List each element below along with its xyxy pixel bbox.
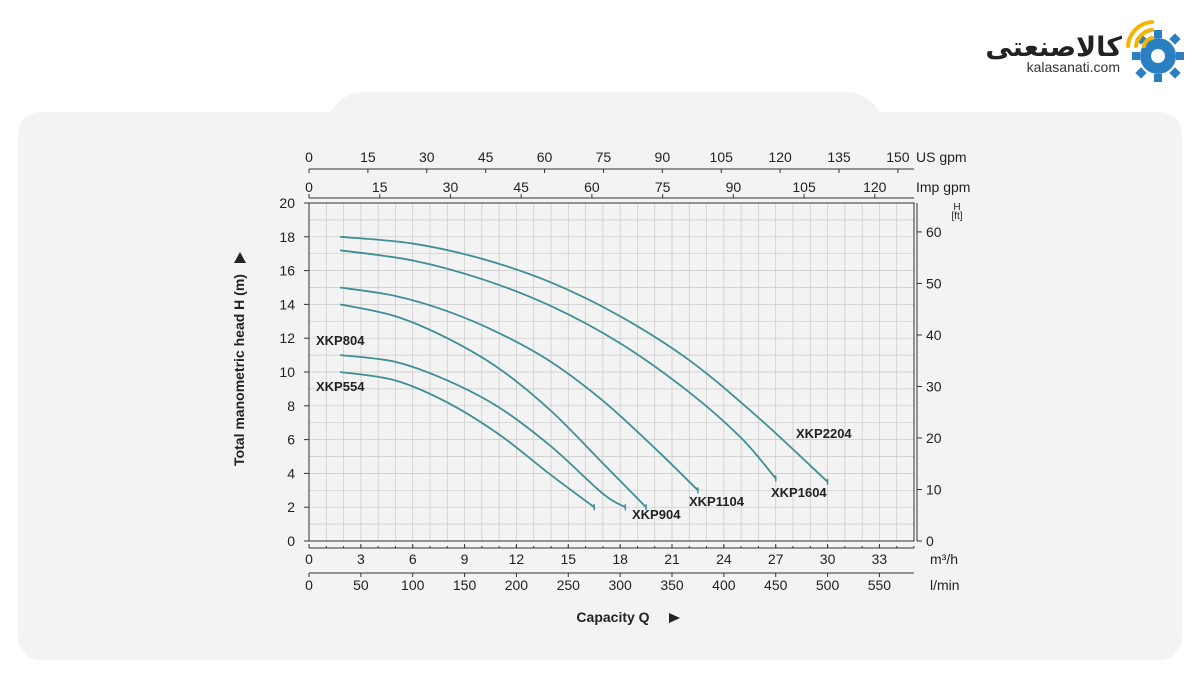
us-gpm-tick-label: 15 (360, 149, 376, 165)
series-curve-xkp2204 (340, 235, 829, 483)
imp-gpm-tick-label: 90 (726, 179, 742, 195)
lmin-tick-label: 100 (401, 577, 425, 593)
series-curve-xkp554 (339, 371, 595, 508)
us-gpm-tick-label: 30 (419, 149, 435, 165)
chart-series (339, 235, 829, 511)
y-tick-label: 14 (279, 296, 295, 312)
x-tick-label: 24 (716, 551, 732, 567)
series-label-xkp1104: XKP1104 (689, 494, 745, 509)
ft-tick-label: 30 (926, 378, 942, 394)
ft-unit-top: H (953, 202, 960, 213)
lmin-tick-label: 350 (660, 577, 684, 593)
series-curve-xkp1104 (339, 286, 699, 491)
imp-gpm-tick-label: 120 (863, 179, 887, 195)
m3h-unit: m³/h (930, 551, 958, 567)
lmin-tick-label: 300 (608, 577, 632, 593)
y-tick-label: 4 (287, 465, 295, 481)
us-gpm-tick-label: 120 (768, 149, 792, 165)
us-gpm-tick-label: 90 (655, 149, 671, 165)
series-curve-xkp904 (339, 303, 647, 508)
x-tick-label: 3 (357, 551, 365, 567)
lmin-unit: l/min (930, 577, 960, 593)
imp-gpm-tick-label: 105 (792, 179, 816, 195)
imp-gpm-tick-label: 0 (305, 179, 313, 195)
ft-tick-label: 60 (926, 224, 942, 240)
us-gpm-tick-label: 0 (305, 149, 313, 165)
x-tick-label: 12 (509, 551, 525, 567)
lmin-tick-label: 550 (868, 577, 892, 593)
series-label-xkp554: XKP554 (316, 379, 365, 394)
series-label-xkp1604: XKP1604 (771, 485, 827, 500)
gear-signal-icon (1126, 20, 1184, 82)
x-tick-label: 30 (820, 551, 836, 567)
lmin-tick-label: 0 (305, 577, 313, 593)
y-tick-label: 2 (287, 499, 295, 515)
chart-axes: 0 3 6 9 12 15 18 21 24 27 30 330 50 100 150 200 250 300 35… (279, 149, 941, 593)
x-tick-label: 0 (305, 551, 313, 567)
x-tick-label: 6 (409, 551, 417, 567)
lmin-tick-label: 200 (505, 577, 529, 593)
ft-tick-label: 10 (926, 481, 942, 497)
us-gpm-tick-label: 150 (886, 149, 910, 165)
y-tick-label: 18 (279, 229, 295, 245)
ft-tick-label: 50 (926, 275, 942, 291)
imp-gpm-tick-label: 45 (513, 179, 529, 195)
y-tick-label: 20 (279, 195, 295, 211)
imp-gpm-tick-label: 30 (443, 179, 459, 195)
y-tick-label: 12 (279, 330, 295, 346)
brand-logo[interactable]: کالاصنعتی kalasanati.com (985, 20, 1184, 86)
x-axis-title: Capacity Q (576, 609, 649, 625)
ft-unit-bottom: [ft] (951, 211, 962, 222)
ft-tick-label: 0 (926, 533, 934, 549)
x-axis-arrow (669, 613, 680, 623)
y-axis-title: Total manometric head H (m) (231, 274, 247, 466)
y-tick-label: 10 (279, 364, 295, 380)
imp-gpm-tick-label: 60 (584, 179, 600, 195)
logo-name-fa: کالاصنعتی (985, 32, 1122, 63)
chart-labels: XKP554 XKP804 XKP904 XKP1104 XKP1604 XKP2204 (316, 333, 852, 522)
y-tick-label: 0 (287, 533, 295, 549)
series-curve-xkp1604 (339, 249, 777, 480)
chart-grid (309, 203, 914, 541)
lmin-tick-label: 500 (816, 577, 840, 593)
ft-tick-label: 40 (926, 327, 942, 343)
x-tick-label: 33 (872, 551, 888, 567)
lmin-tick-label: 150 (453, 577, 477, 593)
y-tick-label: 6 (287, 432, 295, 448)
y-tick-label: 16 (279, 263, 295, 279)
us-gpm-tick-label: 45 (478, 149, 494, 165)
lmin-tick-label: 450 (764, 577, 788, 593)
series-label-xkp2204: XKP2204 (796, 426, 852, 441)
us-gpm-tick-label: 135 (827, 149, 851, 165)
lmin-tick-label: 400 (712, 577, 736, 593)
imp-gpm-tick-label: 75 (655, 179, 671, 195)
y-tick-label: 8 (287, 398, 295, 414)
series-label-xkp904: XKP904 (632, 507, 681, 522)
imp-gpm-unit: Imp gpm (916, 179, 970, 195)
us-gpm-unit: US gpm (916, 149, 967, 165)
x-tick-label: 21 (664, 551, 680, 567)
series-curve-xkp804 (340, 354, 626, 508)
us-gpm-tick-label: 60 (537, 149, 553, 165)
y-axis-arrow (234, 252, 246, 263)
imp-gpm-tick-label: 15 (372, 179, 388, 195)
us-gpm-tick-label: 105 (710, 149, 734, 165)
lmin-tick-label: 50 (353, 577, 369, 593)
logo-domain: kalasanati.com (1026, 59, 1120, 75)
ft-tick-label: 20 (926, 430, 942, 446)
lmin-tick-label: 250 (557, 577, 581, 593)
series-label-xkp804: XKP804 (316, 333, 365, 348)
us-gpm-tick-label: 75 (596, 149, 612, 165)
x-tick-label: 9 (461, 551, 469, 567)
x-tick-label: 27 (768, 551, 784, 567)
x-tick-label: 18 (612, 551, 628, 567)
x-tick-label: 15 (560, 551, 576, 567)
